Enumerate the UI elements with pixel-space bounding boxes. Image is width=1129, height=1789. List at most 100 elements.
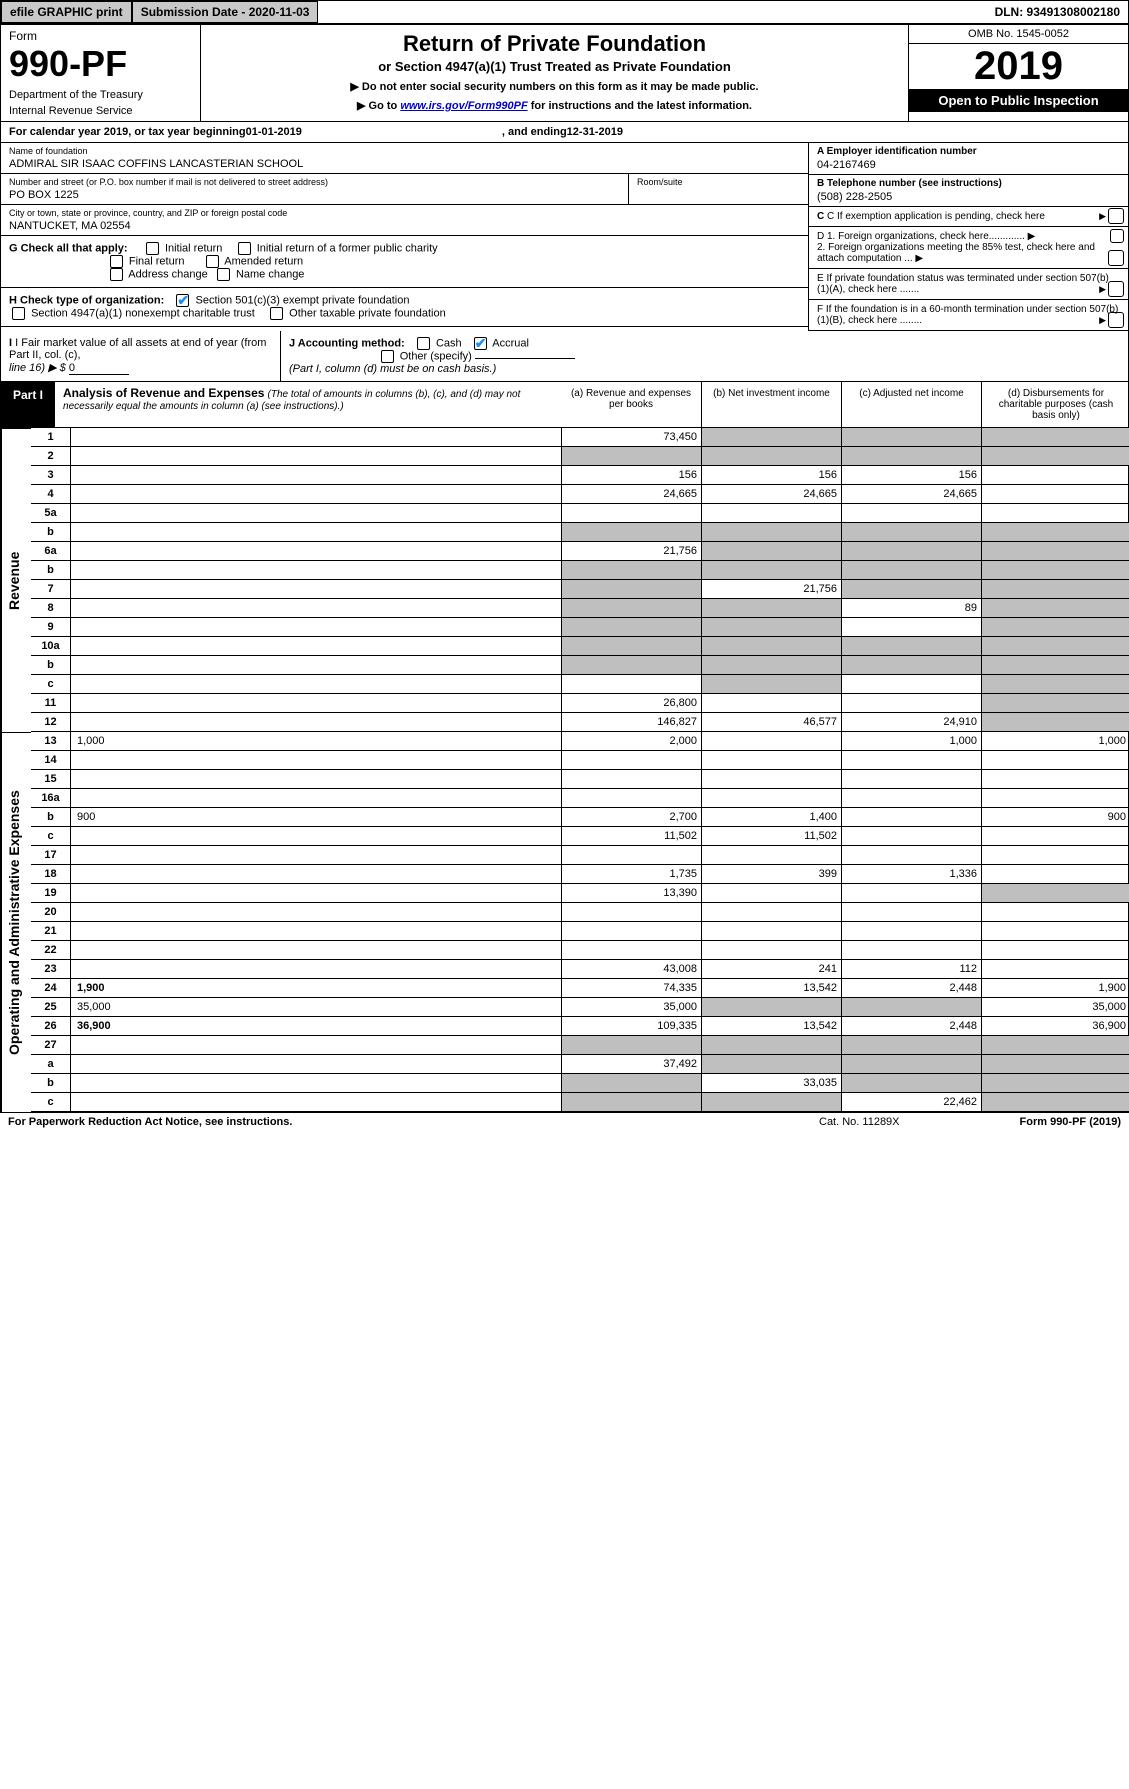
efile-print-button[interactable]: efile GRAPHIC print [1,1,132,23]
val-a [561,504,701,523]
val-b [701,732,841,751]
val-a [561,599,701,618]
val-c [841,1074,981,1093]
checkbox-address-change[interactable] [110,268,123,281]
dept-treasury: Department of the Treasury [9,89,192,101]
line-number: 18 [31,865,71,884]
val-c [841,846,981,865]
val-d [981,941,1129,960]
line-desc [71,637,561,656]
val-d [981,1093,1129,1112]
year-end: 12-31-2019 [567,126,623,138]
val-c [841,542,981,561]
val-d [981,827,1129,846]
val-b [701,599,841,618]
section-i-j: I I Fair market value of all assets at e… [0,331,1129,382]
val-b: 11,502 [701,827,841,846]
val-d: 900 [981,808,1129,827]
val-b [701,903,841,922]
val-c: 24,910 [841,713,981,732]
val-c [841,561,981,580]
line-desc [71,827,561,846]
val-a: 21,756 [561,542,701,561]
section-i: I I Fair market value of all assets at e… [1,331,281,381]
line-number: 20 [31,903,71,922]
checkbox-other-method[interactable] [381,350,394,363]
form-id-block: Form 990-PF Department of the Treasury I… [1,25,201,121]
line-number: 16a [31,789,71,808]
phone: (508) 228-2505 [817,191,1120,203]
val-d [981,542,1129,561]
checkbox-cash[interactable] [417,337,430,350]
line-number: 1 [31,428,71,447]
val-b [701,523,841,542]
val-b [701,846,841,865]
line-number: 5a [31,504,71,523]
checkbox-final-return[interactable] [110,255,123,268]
val-d [981,618,1129,637]
phone-cell: B Telephone number (see instructions) (5… [809,175,1128,207]
val-c: 24,665 [841,485,981,504]
val-d [981,523,1129,542]
val-c: 156 [841,466,981,485]
val-d [981,561,1129,580]
val-d: 1,000 [981,732,1129,751]
col-a-header: (a) Revenue and expenses per books [561,382,701,427]
val-b [701,884,841,903]
checkbox-initial-return[interactable] [146,242,159,255]
ein: 04-2167469 [817,159,1120,171]
entity-info: Name of foundation ADMIRAL SIR ISAAC COF… [0,143,1129,331]
line-desc [71,675,561,694]
line-desc [71,922,561,941]
val-a [561,447,701,466]
checkbox-501c3[interactable] [176,294,189,307]
val-d [981,1055,1129,1074]
val-a: 73,450 [561,428,701,447]
val-d [981,485,1129,504]
val-b [701,542,841,561]
val-b: 241 [701,960,841,979]
checkbox-initial-former[interactable] [238,242,251,255]
val-a [561,580,701,599]
part1-header: Part I Analysis of Revenue and Expenses … [1,382,561,428]
irs-link[interactable]: www.irs.gov/Form990PF [400,100,527,112]
val-c [841,428,981,447]
val-c [841,675,981,694]
form-title-block: Return of Private Foundation or Section … [201,25,908,121]
checkbox-4947[interactable] [12,307,25,320]
val-b [701,447,841,466]
val-c [841,998,981,1017]
line-desc [71,789,561,808]
line-desc: 900 [71,808,561,827]
val-a [561,903,701,922]
section-f: F If the foundation is in a 60-month ter… [809,300,1128,331]
val-d [981,675,1129,694]
line-desc [71,580,561,599]
line-number: c [31,1093,71,1112]
address-cell: Number and street (or P.O. box number if… [1,174,628,205]
line-desc [71,941,561,960]
val-a: 2,700 [561,808,701,827]
val-c: 22,462 [841,1093,981,1112]
line-number: b [31,1074,71,1093]
checkbox-accrual[interactable] [474,337,487,350]
form-note-ssn: ▶ Do not enter social security numbers o… [221,80,888,93]
checkbox-other-taxable[interactable] [270,307,283,320]
checkbox-name-change[interactable] [217,268,230,281]
val-b [701,1055,841,1074]
line-desc [71,466,561,485]
revenue-label: Revenue [1,428,31,732]
line-desc [71,846,561,865]
line-number: 6a [31,542,71,561]
omb-number: OMB No. 1545-0052 [909,25,1128,44]
val-c [841,637,981,656]
val-c [841,523,981,542]
val-b [701,504,841,523]
line-desc [71,770,561,789]
checkbox-amended[interactable] [206,255,219,268]
line-number: c [31,675,71,694]
val-a [561,1093,701,1112]
line-number: 3 [31,466,71,485]
section-d: D 1. Foreign organizations, check here..… [809,227,1128,269]
val-c [841,1036,981,1055]
